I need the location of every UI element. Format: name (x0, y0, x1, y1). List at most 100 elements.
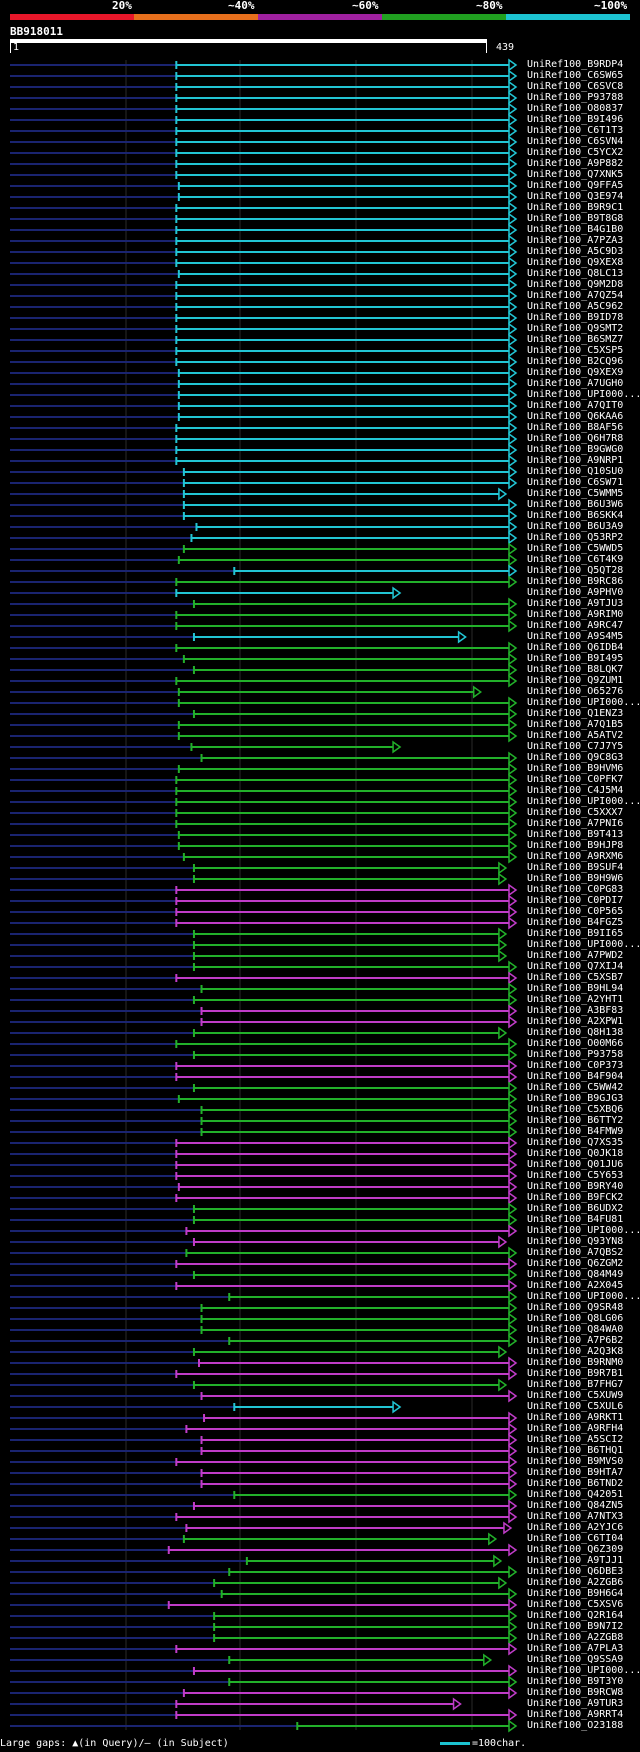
hit-label[interactable]: UniRef100_B9I495 (527, 653, 624, 664)
hit-label[interactable]: UniRef100_Q7XIJ4 (527, 961, 624, 972)
hit-row[interactable] (10, 245, 518, 259)
hit-row[interactable] (10, 91, 518, 105)
hit-row[interactable] (10, 410, 518, 424)
hit-row[interactable] (10, 1675, 518, 1689)
hit-label[interactable]: UniRef100_Q93YN8 (527, 1236, 624, 1247)
hit-row[interactable] (10, 344, 518, 358)
hit-row[interactable] (10, 674, 518, 688)
hit-label[interactable]: UniRef100_A9PHV0 (527, 587, 624, 598)
hit-label[interactable]: UniRef100_UPI000... (527, 1665, 640, 1676)
hit-row[interactable] (10, 597, 518, 611)
hit-row[interactable] (10, 1499, 518, 1513)
hit-row[interactable] (10, 1598, 518, 1612)
hit-label[interactable]: UniRef100_Q9C8G3 (527, 752, 624, 763)
hit-row[interactable] (10, 1664, 518, 1678)
hit-label[interactable]: UniRef100_A9TJJ1 (527, 1555, 624, 1566)
hit-row[interactable] (10, 432, 518, 446)
hit-label[interactable]: UniRef100_A9RC47 (527, 620, 624, 631)
hit-row[interactable] (10, 1653, 493, 1667)
hit-label[interactable]: UniRef100_UPI000... (527, 1225, 640, 1236)
hit-label[interactable]: UniRef100_A9TUR3 (527, 1698, 624, 1709)
hit-row[interactable] (10, 1092, 518, 1106)
hit-row[interactable] (10, 1587, 518, 1601)
hit-row[interactable] (10, 652, 518, 666)
hit-label[interactable]: UniRef100_C0P373 (527, 1060, 624, 1071)
hit-label[interactable]: UniRef100_C6T1T3 (527, 125, 624, 136)
hit-row[interactable] (10, 740, 402, 754)
hit-row[interactable] (10, 278, 518, 292)
hit-row[interactable] (10, 828, 518, 842)
hit-row[interactable] (10, 1334, 518, 1348)
hit-label[interactable]: UniRef100_C6SVN4 (527, 136, 624, 147)
hit-label[interactable]: UniRef100_B9RNM0 (527, 1357, 624, 1368)
hit-row[interactable] (10, 1466, 518, 1480)
hit-label[interactable]: UniRef100_B9HTA7 (527, 1467, 624, 1478)
hit-row[interactable] (10, 1180, 518, 1194)
hit-row[interactable] (10, 1081, 518, 1095)
hit-row[interactable] (10, 1565, 518, 1579)
hit-row[interactable] (10, 465, 518, 479)
hit-row[interactable] (10, 1070, 518, 1084)
hit-label[interactable]: UniRef100_O65276 (527, 686, 624, 697)
hit-label[interactable]: UniRef100_A2Q3K8 (527, 1346, 624, 1357)
hit-row[interactable] (10, 894, 518, 908)
hit-row[interactable] (10, 839, 518, 853)
hit-label[interactable]: UniRef100_C5XXX7 (527, 807, 624, 818)
hit-label[interactable]: UniRef100_B4FMW9 (527, 1126, 624, 1137)
hit-row[interactable] (10, 1169, 518, 1183)
hit-row[interactable] (10, 476, 518, 490)
hit-row[interactable] (10, 850, 518, 864)
hit-row[interactable] (10, 1202, 518, 1216)
hit-label[interactable]: UniRef100_Q8LG06 (527, 1313, 624, 1324)
hit-label[interactable]: UniRef100_A7P6B2 (527, 1335, 624, 1346)
hit-label[interactable]: UniRef100_B9T413 (527, 829, 624, 840)
hit-label[interactable]: UniRef100_B9GJG3 (527, 1093, 624, 1104)
hit-label[interactable]: UniRef100_A9RIM0 (527, 609, 624, 620)
hit-row[interactable] (10, 1136, 518, 1150)
hit-label[interactable]: UniRef100_B4FU81 (527, 1214, 624, 1225)
hit-row[interactable] (10, 927, 508, 941)
hit-label[interactable]: UniRef100_Q7XS35 (527, 1137, 624, 1148)
hit-row[interactable] (10, 630, 467, 644)
hit-row[interactable] (10, 300, 518, 314)
hit-row[interactable] (10, 1631, 518, 1645)
hit-row[interactable] (10, 1444, 518, 1458)
hit-label[interactable]: UniRef100_A7UGH0 (527, 378, 624, 389)
hit-row[interactable] (10, 355, 518, 369)
hit-label[interactable]: UniRef100_A7QBS2 (527, 1247, 624, 1258)
hit-label[interactable]: UniRef100_A2ZGB8 (527, 1632, 624, 1643)
hit-label[interactable]: UniRef100_B9MVS0 (527, 1456, 624, 1467)
hit-row[interactable] (10, 1059, 518, 1073)
hit-label[interactable]: UniRef100_A2YHT1 (527, 994, 624, 1005)
hit-label[interactable]: UniRef100_UPI000... (527, 796, 640, 807)
hit-row[interactable] (10, 377, 518, 391)
hit-label[interactable]: UniRef100_Q53RP2 (527, 532, 624, 543)
hit-label[interactable]: UniRef100_C5WMM5 (527, 488, 624, 499)
hit-label[interactable]: UniRef100_B6SMZ7 (527, 334, 624, 345)
hit-row[interactable] (10, 157, 518, 171)
hit-row[interactable] (10, 1389, 518, 1403)
hit-label[interactable]: UniRef100_B9H9W6 (527, 873, 624, 884)
hit-row[interactable] (10, 1224, 518, 1238)
hit-row[interactable] (10, 982, 518, 996)
hit-row[interactable] (10, 1488, 518, 1502)
hit-label[interactable]: UniRef100_B9R7B1 (527, 1368, 624, 1379)
hit-label[interactable]: UniRef100_Q01JU6 (527, 1159, 624, 1170)
hit-label[interactable]: UniRef100_C6TI04 (527, 1533, 624, 1544)
hit-label[interactable]: UniRef100_B4FGZ5 (527, 917, 624, 928)
hit-label[interactable]: UniRef100_Q9SR48 (527, 1302, 624, 1313)
hit-row[interactable] (10, 1378, 508, 1392)
hit-label[interactable]: UniRef100_C5WWD5 (527, 543, 624, 554)
hit-label[interactable]: UniRef100_B6THQ1 (527, 1445, 624, 1456)
hit-label[interactable]: UniRef100_A7QZ54 (527, 290, 624, 301)
hit-label[interactable]: UniRef100_B9FCK2 (527, 1192, 624, 1203)
hit-row[interactable] (10, 806, 518, 820)
hit-row[interactable] (10, 905, 518, 919)
hit-label[interactable]: UniRef100_B9HVM6 (527, 763, 624, 774)
hit-label[interactable]: UniRef100_B9HJP8 (527, 840, 624, 851)
hit-label[interactable]: UniRef100_Q9M2D8 (527, 279, 624, 290)
hit-row[interactable] (10, 685, 483, 699)
hit-row[interactable] (10, 1191, 518, 1205)
hit-label[interactable]: UniRef100_Q9ZUM1 (527, 675, 624, 686)
hit-label[interactable]: UniRef100_B8AF56 (527, 422, 624, 433)
